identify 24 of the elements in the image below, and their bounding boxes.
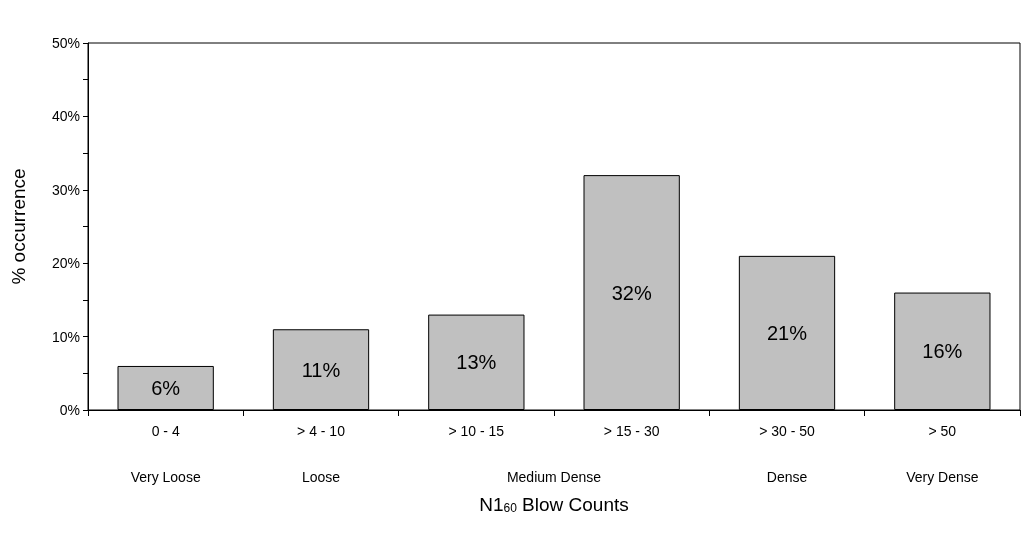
text: Medium Dense: [506, 469, 602, 485]
data-label: 13%: [456, 351, 497, 374]
y-axis-title: % occurrence: [8, 168, 29, 285]
text: Very Dense: [906, 469, 979, 485]
text: Dense: [766, 469, 808, 485]
x-tick-label: > 10 - 15: [448, 423, 505, 439]
x-tick-label: 0 - 4: [151, 423, 180, 439]
x-tick-label: > 30 - 50: [759, 423, 816, 439]
y-tick-label: 50%: [51, 35, 80, 51]
x-tick-label: > 50: [928, 423, 957, 439]
x-tick-label: > 4 - 10: [297, 423, 346, 439]
x-tick-label: > 15 - 30: [603, 423, 660, 439]
data-label: 6%: [151, 376, 181, 399]
y-tick-label: 40%: [51, 108, 80, 125]
y-tick-label: 0%: [59, 402, 80, 418]
data-label: 16%: [922, 340, 963, 363]
data-label: 11%: [301, 358, 341, 381]
y-tick-label: 20%: [51, 255, 80, 272]
y-tick-label: 10%: [51, 328, 80, 345]
text: Very Loose: [130, 469, 201, 485]
data-label: 32%: [611, 281, 652, 304]
y-tick-label: 30%: [51, 181, 80, 198]
data-label: 21%: [766, 321, 808, 344]
text: Loose: [301, 469, 341, 485]
